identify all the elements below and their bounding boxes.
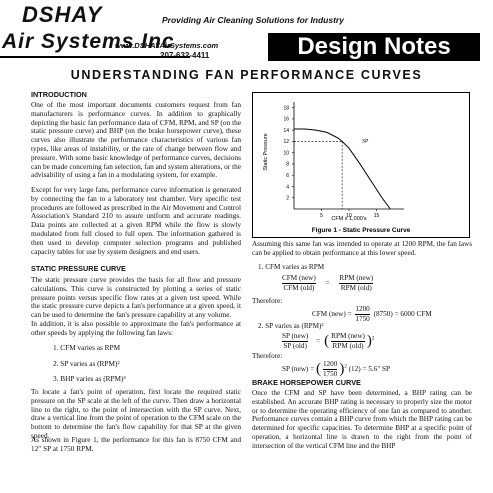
- y-tick-label: 18: [283, 105, 289, 111]
- equation-left: CFM (new) =: [312, 309, 352, 318]
- equation: CFM (new) = 1200 1750 (8750) = 6000 CFM: [312, 305, 432, 323]
- logo-line2: Air Systems Inc: [2, 30, 175, 53]
- denominator: RPM (old): [332, 341, 364, 350]
- x-tick-label: 10: [346, 213, 352, 219]
- paragraph: The static pressure curve provides the b…: [31, 275, 241, 320]
- y-tick-label: 2: [286, 196, 289, 202]
- therefore: Therefore:: [252, 297, 283, 305]
- paragraph: Once the CFM and SP have been determined…: [252, 389, 472, 450]
- equation-left: SP (new) =: [282, 364, 315, 373]
- website: www.DSHAYAirSystems.com: [115, 41, 219, 50]
- list-item: 1. CFM varies as RPM: [53, 343, 121, 352]
- y-axis-label: Static Pressure: [263, 133, 269, 170]
- numerator: SP (new): [282, 332, 309, 342]
- equation-rest: (12) = 5.6" SP: [348, 364, 390, 373]
- denominator: CFM (old): [283, 283, 315, 292]
- list-item: 2. SP varies as (RPM)²: [258, 322, 324, 330]
- list-item: 1. CFM varies as RPM: [258, 263, 325, 271]
- sp-curve: [294, 128, 391, 210]
- section-heading: INTRODUCTION: [31, 90, 87, 99]
- paren: ): [366, 332, 372, 349]
- figure: Static Pressure CFM x 1,000's Figure 1 -…: [252, 92, 470, 238]
- numerator: 1200: [355, 305, 370, 315]
- section-heading: BRAKE HORSEPOWER CURVE: [252, 378, 361, 387]
- paren: (: [324, 332, 330, 349]
- equals: =: [316, 336, 321, 345]
- title: UNDERSTANDING FAN PERFORMANCE CURVES: [70, 68, 423, 82]
- denominator: SP (old): [283, 341, 307, 350]
- denominator: RPM (old): [340, 283, 372, 292]
- paren: (: [315, 360, 321, 377]
- paragraph: One of the most important documents cust…: [31, 100, 241, 180]
- x-tick-label: 5: [320, 213, 323, 219]
- y-tick-label: 8: [286, 162, 289, 168]
- y-tick-label: 16: [283, 117, 289, 123]
- denominator: 1750: [322, 369, 338, 378]
- list-item: 2. SP varies as (RPM)²: [53, 359, 120, 368]
- x-axis-label: CFM x 1,000's: [331, 216, 367, 222]
- equals: =: [325, 278, 330, 287]
- logo-line1: DSHAY: [22, 2, 103, 27]
- x-tick-label: 15: [374, 213, 380, 219]
- equation: CFM (new) CFM (old) = RPM (new) RPM (old): [280, 274, 375, 292]
- list-item: 3. BHP varies as (RPM)³: [53, 374, 126, 383]
- phone: 207-632-4411: [160, 51, 210, 60]
- paragraph: To locate a fan's point of operation, fi…: [31, 387, 241, 440]
- y-tick-label: 12: [283, 139, 289, 145]
- equation-rest: (8750) = 6000 CFM: [373, 309, 432, 318]
- figure-border: [252, 92, 470, 238]
- paren: ): [339, 360, 345, 377]
- paragraph: Assuming this same fan was intended to o…: [252, 240, 472, 257]
- numerator: RPM (new): [331, 332, 365, 342]
- logo-underline: [0, 56, 190, 58]
- badge: Design Notes: [268, 33, 480, 61]
- therefore: Therefore:: [252, 352, 283, 360]
- y-tick-label: 14: [283, 128, 289, 134]
- y-tick-label: 4: [286, 184, 289, 190]
- tagline: Providing Air Cleaning Solutions for Ind…: [162, 15, 344, 25]
- denominator: 1750: [355, 314, 370, 323]
- curve-label: SP: [362, 138, 369, 144]
- numerator: 1200: [322, 360, 338, 370]
- exponent: 2: [344, 364, 347, 370]
- section-heading: STATIC PRESSURE CURVE: [31, 264, 126, 273]
- y-tick-label: 10: [283, 150, 289, 156]
- y-tick-label: 6: [286, 173, 289, 179]
- numerator: RPM (new): [339, 274, 374, 284]
- equation: SP (new) SP (old) =(RPM (new) RPM (old))2: [280, 332, 374, 350]
- exponent: 2: [371, 336, 375, 342]
- equation: SP (new) = (1200 1750)2 (12) = 5.6" SP: [282, 360, 390, 378]
- paragraph: As shown in Figure 1, the performance fo…: [31, 435, 241, 453]
- paragraph: In addition, it is also possible to appr…: [31, 319, 241, 337]
- paragraph: Except for very large fans, performance …: [31, 185, 241, 256]
- numerator: CFM (new): [282, 274, 316, 284]
- figure-caption: Figure 1 - Static Pressure Curve: [312, 227, 411, 234]
